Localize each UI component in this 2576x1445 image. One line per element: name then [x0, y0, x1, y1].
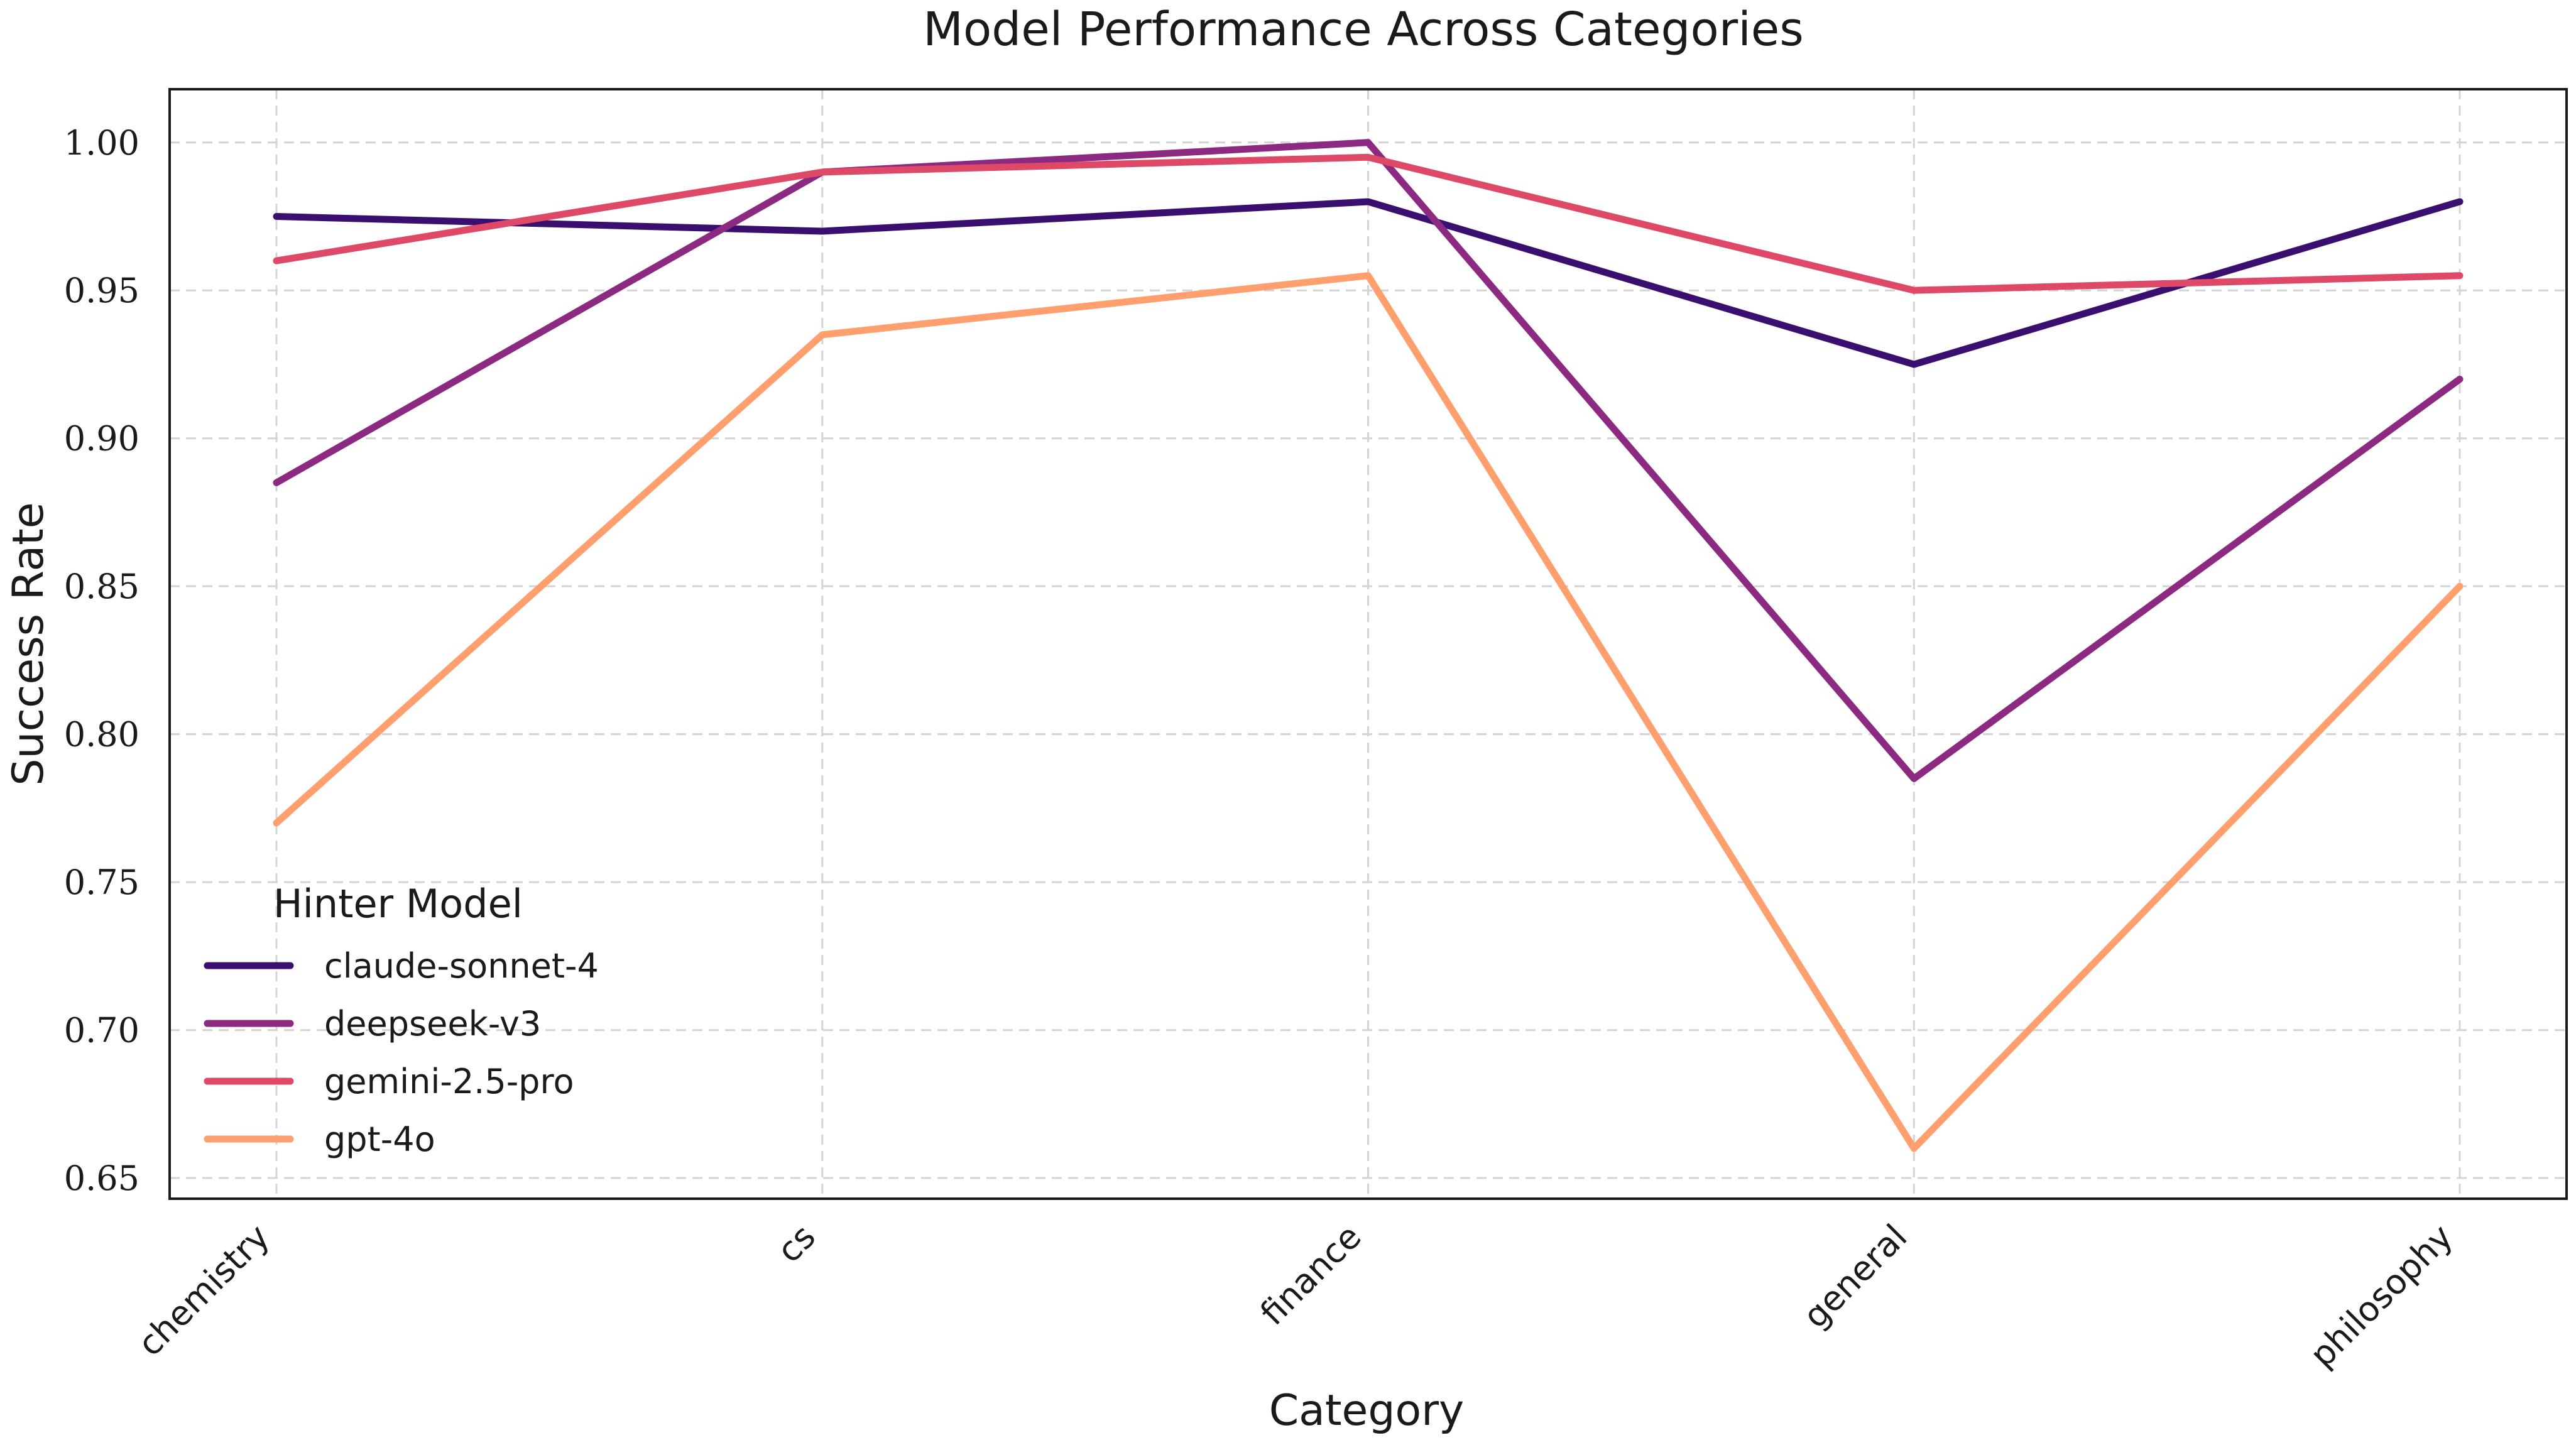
- y-tick-label: 0.65: [64, 1159, 139, 1198]
- series-lines: [273, 139, 2464, 1152]
- y-tick-label: 0.85: [64, 567, 139, 606]
- plot-area-frame: [168, 88, 2568, 1200]
- series-line-gemini-2.5-pro: [273, 153, 2464, 294]
- y-tick-label: 0.80: [64, 715, 139, 755]
- legend-label: gemini-2.5-pro: [324, 1062, 574, 1101]
- legend-label: claude-sonnet-4: [324, 946, 599, 986]
- y-tick-label: 0.75: [64, 863, 139, 902]
- y-tick-label: 0.70: [64, 1011, 139, 1050]
- y-axis-label: Success Rate: [4, 502, 53, 785]
- legend-label: deepseek-v3: [324, 1004, 541, 1044]
- y-tick-label: 0.90: [64, 419, 139, 459]
- legend-title: Hinter Model: [273, 881, 523, 927]
- legend: Hinter Model claude-sonnet-4 deepseek-v3 g…: [204, 881, 599, 1159]
- series-line-deepseek-v3: [273, 139, 2464, 782]
- x-axis-label: Category: [1269, 1386, 1465, 1436]
- legend-label: gpt-4o: [324, 1120, 435, 1159]
- series-line-claude-sonnet-4: [273, 198, 2464, 368]
- y-axis-ticks: 0.65 0.70 0.75 0.80 0.85 0.90 0.95 1.00: [64, 123, 139, 1198]
- y-tick-label: 1.00: [64, 123, 139, 163]
- y-tick-label: 0.95: [64, 271, 139, 310]
- series-line-gpt-4o: [273, 272, 2464, 1152]
- chart-title: Model Performance Across Categories: [923, 3, 1804, 57]
